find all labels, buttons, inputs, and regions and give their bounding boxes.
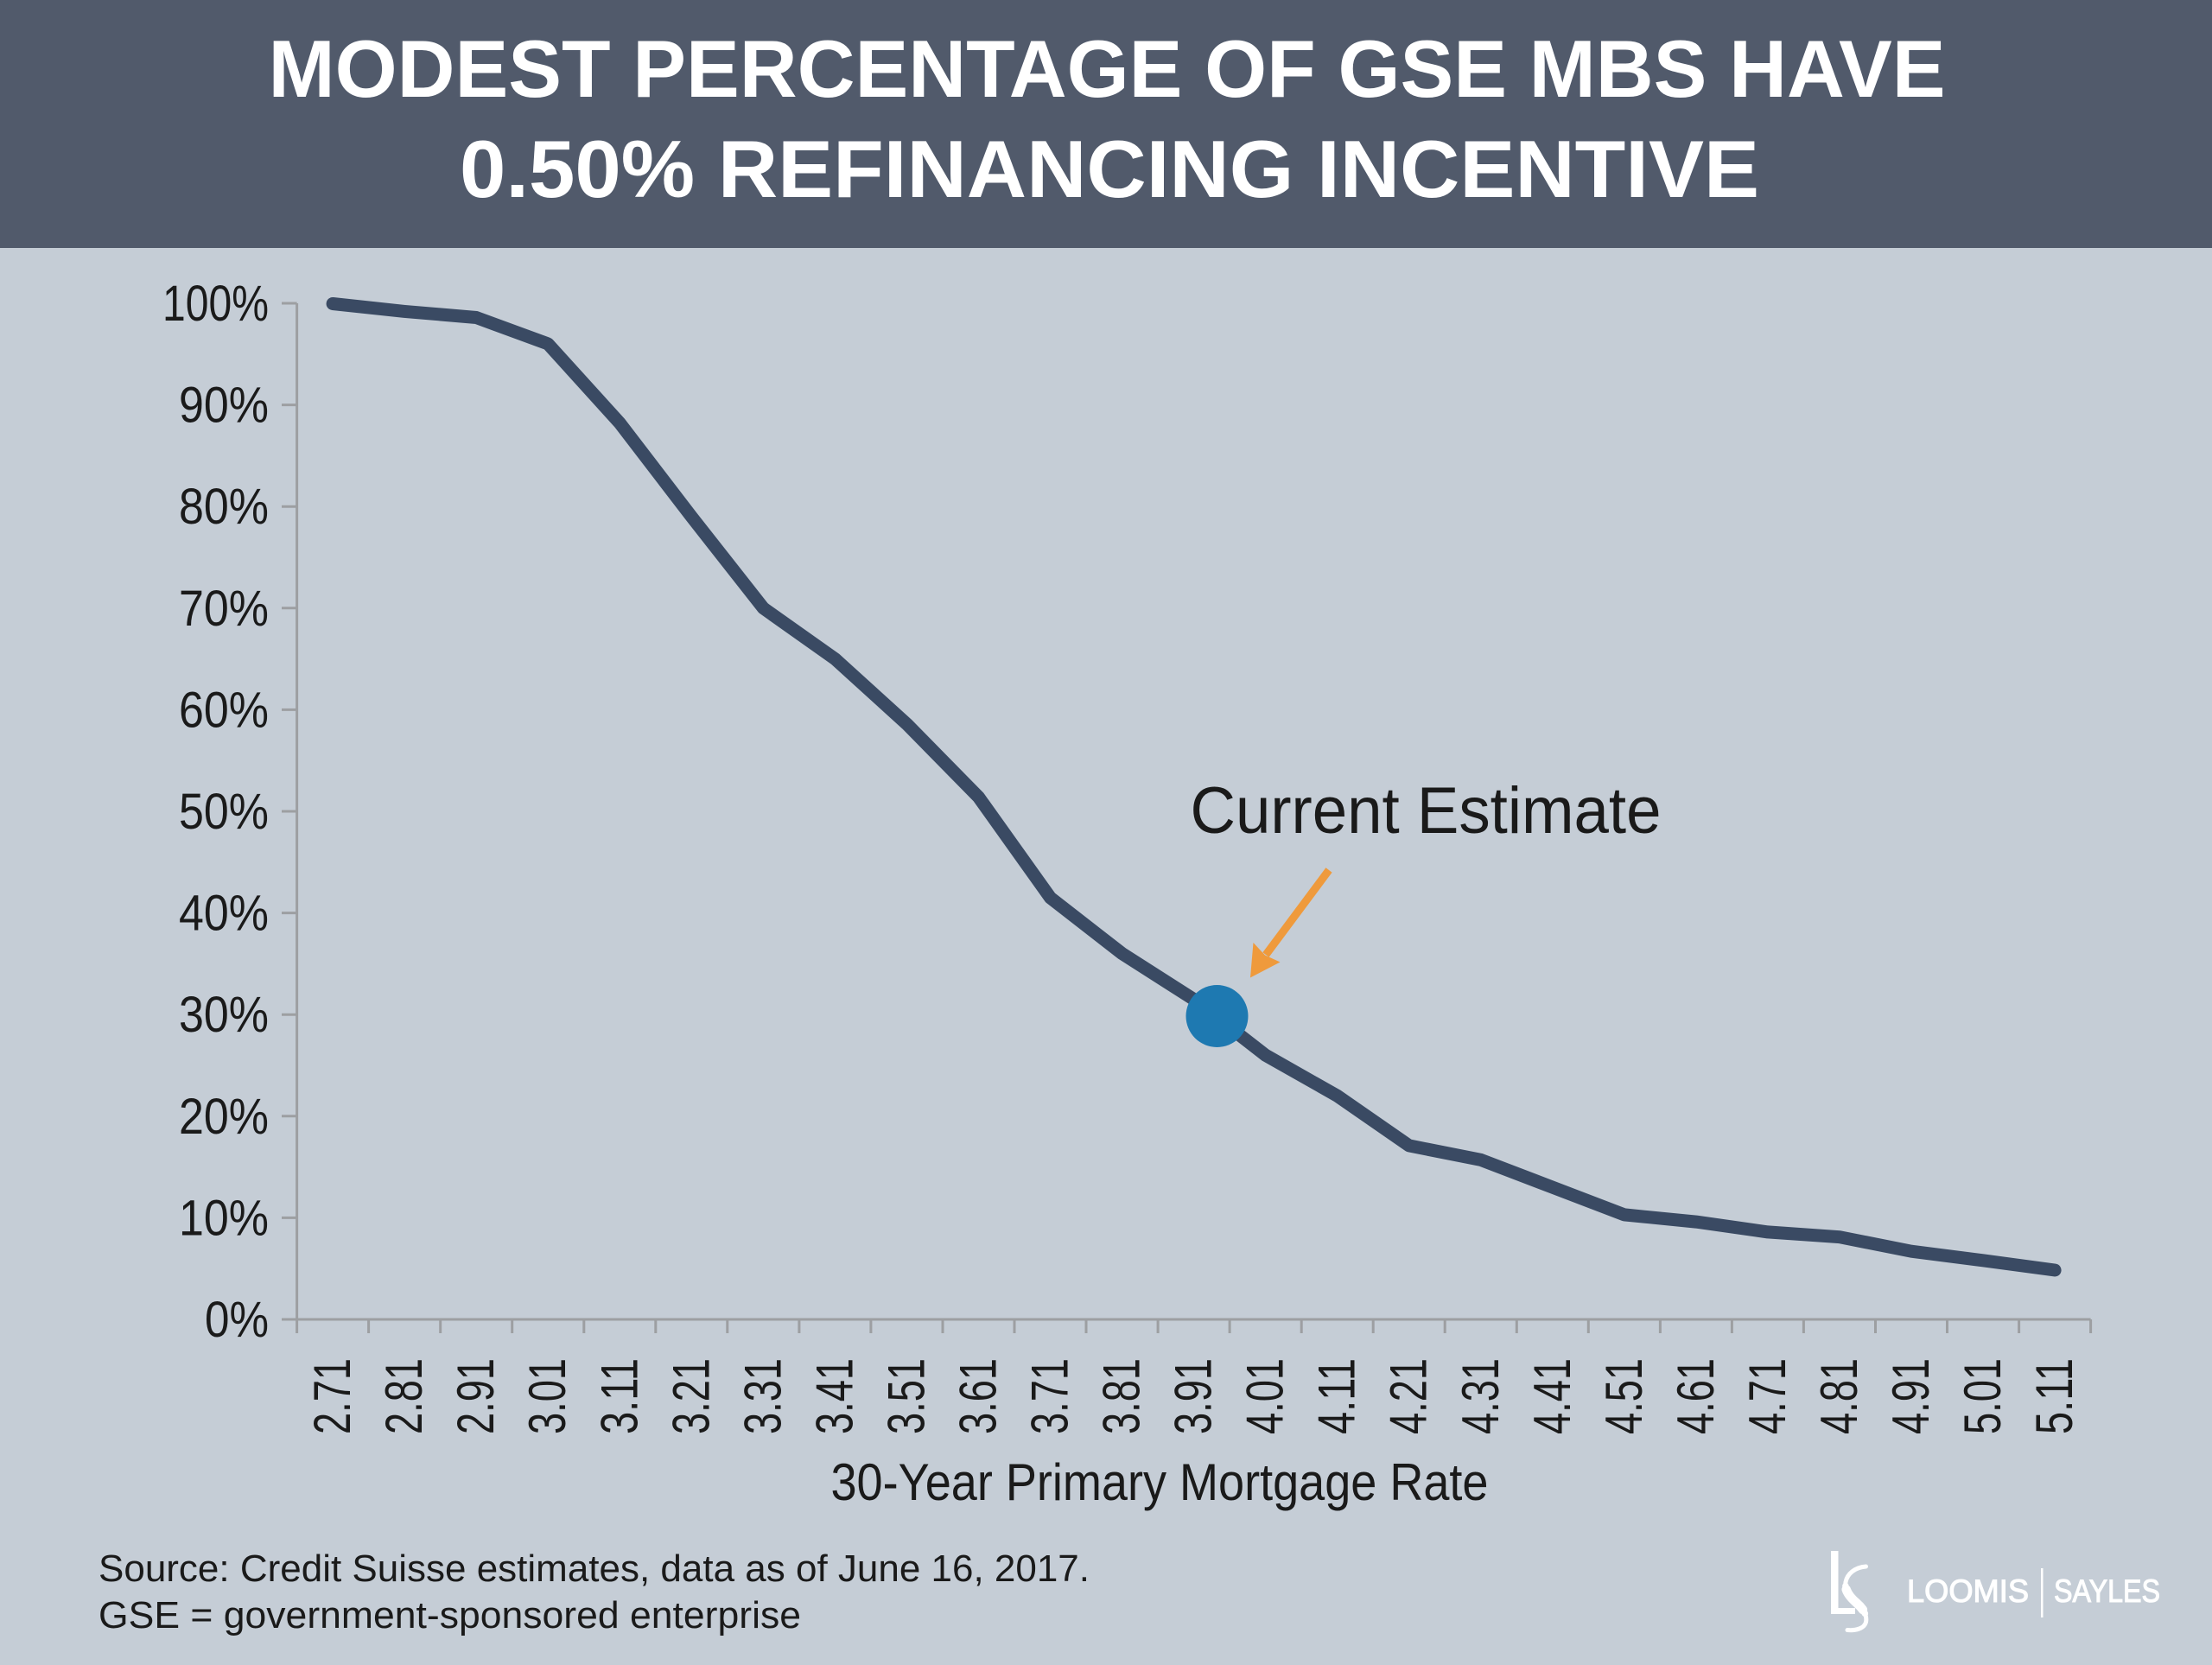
svg-text:2.91: 2.91: [447, 1358, 505, 1434]
svg-text:3.51: 3.51: [877, 1358, 935, 1434]
svg-text:4.51: 4.51: [1595, 1358, 1653, 1434]
svg-text:LOOMIS: LOOMIS: [1907, 1573, 2029, 1609]
svg-text:70%: 70%: [179, 581, 269, 637]
svg-text:3.71: 3.71: [1021, 1358, 1079, 1434]
svg-text:10%: 10%: [179, 1190, 269, 1246]
svg-text:2.81: 2.81: [375, 1358, 433, 1434]
svg-text:3.91: 3.91: [1165, 1358, 1223, 1434]
svg-text:4.61: 4.61: [1667, 1358, 1725, 1434]
svg-text:3.81: 3.81: [1093, 1358, 1151, 1434]
svg-text:3.01: 3.01: [518, 1358, 576, 1434]
svg-text:4.81: 4.81: [1810, 1358, 1868, 1434]
svg-text:0.50% REFINANCING INCENTIVE: 0.50% REFINANCING INCENTIVE: [460, 124, 1759, 214]
svg-text:4.91: 4.91: [1882, 1358, 1940, 1434]
svg-text:3.11: 3.11: [590, 1358, 648, 1434]
svg-text:80%: 80%: [179, 479, 269, 535]
svg-text:4.11: 4.11: [1308, 1358, 1366, 1434]
svg-text:5.01: 5.01: [1954, 1358, 2012, 1434]
svg-text:2.71: 2.71: [303, 1358, 361, 1434]
svg-text:50%: 50%: [179, 784, 269, 840]
svg-text:Current Estimate: Current Estimate: [1191, 774, 1662, 848]
svg-text:3.31: 3.31: [734, 1358, 791, 1434]
svg-text:5.11: 5.11: [2025, 1358, 2083, 1434]
svg-text:3.61: 3.61: [950, 1358, 1007, 1434]
svg-text:SAYLES: SAYLES: [2054, 1573, 2160, 1609]
svg-text:4.41: 4.41: [1523, 1358, 1581, 1434]
svg-text:40%: 40%: [179, 886, 269, 942]
svg-text:90%: 90%: [179, 378, 269, 434]
svg-text:4.71: 4.71: [1738, 1358, 1796, 1434]
svg-text:30-Year Primary Mortgage Rate: 30-Year Primary Mortgage Rate: [831, 1453, 1489, 1511]
svg-text:100%: 100%: [162, 276, 269, 332]
svg-text:GSE = government-sponsored ent: GSE = government-sponsored enterprise: [99, 1594, 801, 1636]
svg-text:20%: 20%: [179, 1089, 269, 1145]
svg-text:4.31: 4.31: [1452, 1358, 1510, 1434]
svg-text:3.21: 3.21: [662, 1358, 720, 1434]
svg-text:4.21: 4.21: [1380, 1358, 1438, 1434]
svg-text:0%: 0%: [205, 1292, 269, 1348]
svg-text:Source: Credit Suisse estimate: Source: Credit Suisse estimates, data as…: [99, 1547, 1090, 1590]
svg-text:3.41: 3.41: [805, 1358, 863, 1434]
svg-text:60%: 60%: [179, 682, 269, 738]
svg-text:30%: 30%: [179, 987, 269, 1043]
svg-text:4.01: 4.01: [1236, 1358, 1294, 1434]
svg-text:MODEST PERCENTAGE OF GSE MBS H: MODEST PERCENTAGE OF GSE MBS HAVE: [269, 23, 1946, 114]
